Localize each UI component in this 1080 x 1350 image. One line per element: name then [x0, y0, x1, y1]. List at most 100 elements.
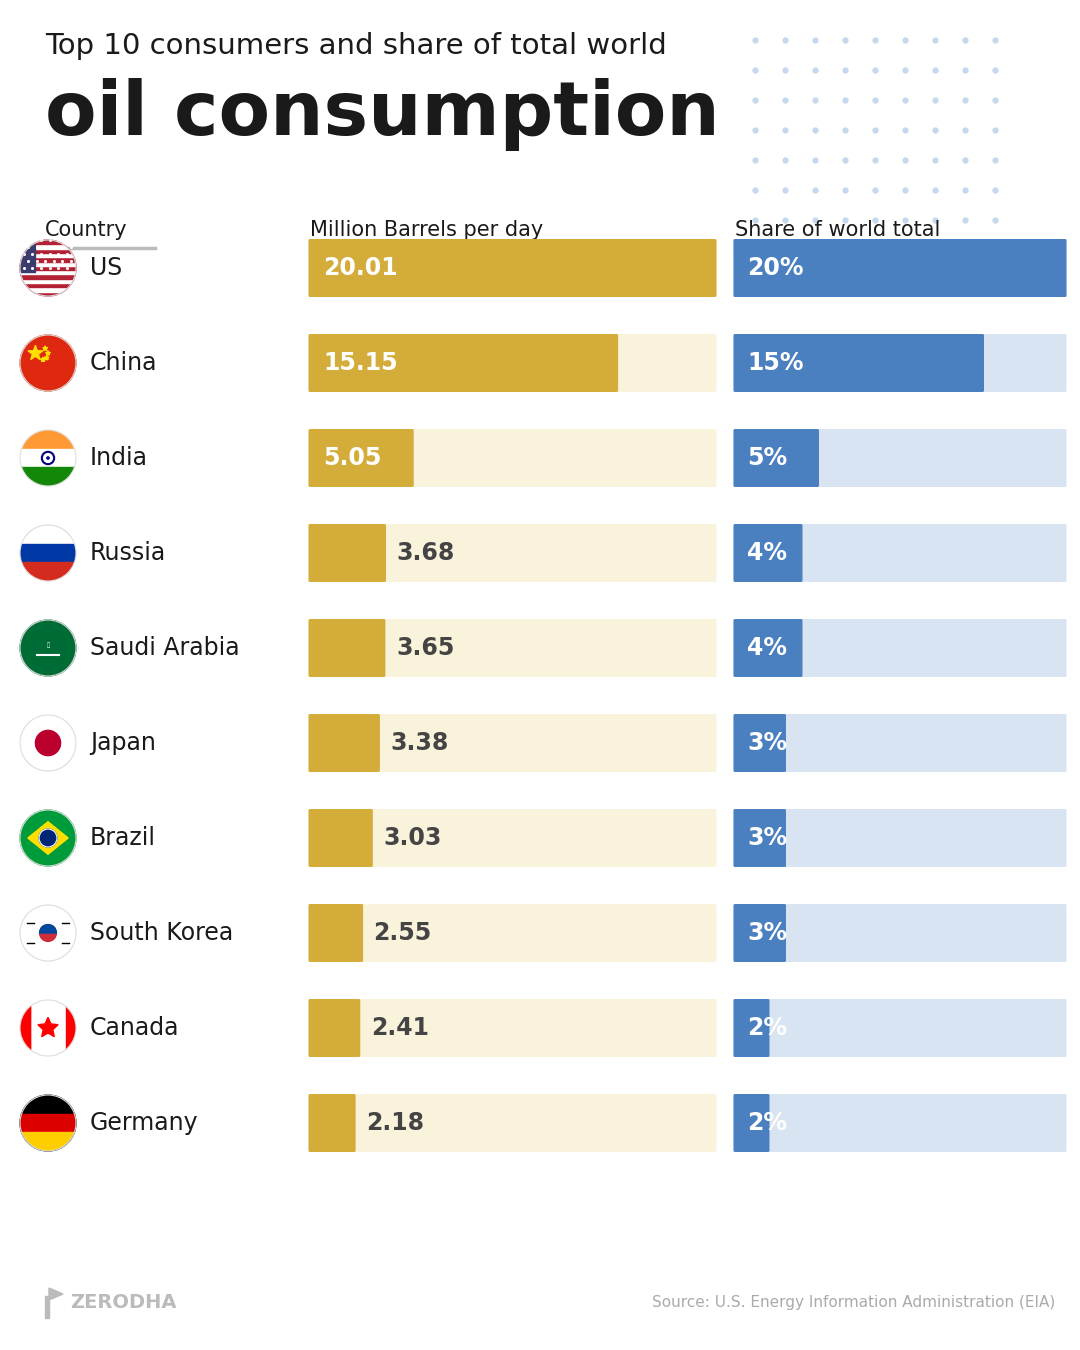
Text: 3%: 3%	[747, 826, 787, 850]
FancyBboxPatch shape	[733, 999, 769, 1057]
Text: Saudi Arabia: Saudi Arabia	[90, 636, 240, 660]
Bar	[21, 278, 76, 283]
Polygon shape	[28, 822, 68, 855]
Polygon shape	[45, 351, 51, 355]
Polygon shape	[41, 358, 45, 362]
Polygon shape	[49, 1288, 63, 1300]
Bar	[21, 544, 76, 563]
FancyBboxPatch shape	[733, 904, 1067, 963]
Bar	[21, 240, 76, 244]
Bar	[21, 248, 76, 252]
Circle shape	[21, 1000, 76, 1056]
Text: 3.68: 3.68	[396, 541, 455, 566]
Text: 3.65: 3.65	[396, 636, 455, 660]
Bar	[21, 270, 76, 274]
FancyBboxPatch shape	[733, 1094, 1067, 1152]
Text: 3.38: 3.38	[390, 730, 449, 755]
Bar	[66, 1000, 76, 1056]
FancyBboxPatch shape	[733, 809, 786, 867]
Bar	[21, 258, 76, 262]
Bar	[21, 292, 76, 296]
FancyBboxPatch shape	[733, 524, 802, 582]
FancyBboxPatch shape	[309, 429, 716, 487]
Bar	[21, 1133, 76, 1152]
Bar	[21, 266, 76, 270]
Text: 20%: 20%	[747, 256, 804, 279]
Bar	[21, 525, 76, 544]
FancyBboxPatch shape	[309, 809, 373, 867]
Polygon shape	[28, 346, 43, 359]
FancyBboxPatch shape	[309, 714, 716, 772]
Bar	[21, 274, 76, 278]
Text: Share of world total: Share of world total	[735, 220, 941, 240]
FancyBboxPatch shape	[733, 999, 1067, 1057]
Circle shape	[21, 904, 76, 961]
FancyBboxPatch shape	[309, 524, 386, 582]
FancyBboxPatch shape	[733, 904, 786, 963]
FancyBboxPatch shape	[733, 429, 819, 487]
FancyBboxPatch shape	[733, 714, 786, 772]
Bar	[21, 262, 76, 266]
Circle shape	[36, 730, 60, 756]
Text: Brazil: Brazil	[90, 826, 156, 850]
FancyBboxPatch shape	[733, 809, 1067, 867]
Bar	[21, 563, 76, 580]
FancyBboxPatch shape	[733, 620, 802, 676]
Text: 4%: 4%	[747, 636, 787, 660]
Text: Million Barrels per day: Million Barrels per day	[310, 220, 543, 240]
FancyBboxPatch shape	[309, 333, 716, 391]
Text: Country: Country	[45, 220, 127, 240]
Text: 2.41: 2.41	[370, 1017, 429, 1040]
Text: Japan: Japan	[90, 730, 156, 755]
FancyBboxPatch shape	[309, 904, 363, 963]
FancyBboxPatch shape	[309, 620, 716, 676]
Wedge shape	[40, 925, 56, 933]
Circle shape	[21, 335, 76, 392]
Text: India: India	[90, 446, 148, 470]
Circle shape	[21, 1095, 76, 1152]
FancyBboxPatch shape	[733, 239, 1067, 297]
Bar	[21, 242, 36, 273]
Text: oil consumption: oil consumption	[45, 78, 719, 151]
Bar	[21, 252, 76, 258]
Text: ZERODHA: ZERODHA	[70, 1293, 176, 1312]
Text: US: US	[90, 256, 122, 279]
Text: 3%: 3%	[747, 730, 787, 755]
FancyBboxPatch shape	[733, 524, 1067, 582]
FancyBboxPatch shape	[309, 1094, 716, 1152]
Bar	[21, 284, 76, 288]
Bar	[21, 1114, 76, 1133]
Circle shape	[46, 456, 49, 459]
Text: Germany: Germany	[90, 1111, 199, 1135]
Bar	[21, 1095, 76, 1114]
FancyBboxPatch shape	[733, 333, 984, 391]
FancyBboxPatch shape	[309, 524, 716, 582]
Text: 5%: 5%	[747, 446, 787, 470]
FancyBboxPatch shape	[733, 714, 1067, 772]
Circle shape	[21, 240, 76, 296]
FancyBboxPatch shape	[309, 1094, 355, 1152]
Bar	[21, 431, 76, 448]
Bar	[21, 1000, 30, 1056]
Text: 20.01: 20.01	[323, 256, 397, 279]
Text: China: China	[90, 351, 158, 375]
Bar	[21, 244, 76, 248]
FancyBboxPatch shape	[309, 904, 716, 963]
Text: 3%: 3%	[747, 921, 787, 945]
FancyBboxPatch shape	[309, 620, 386, 676]
Bar	[21, 448, 76, 467]
Circle shape	[21, 431, 76, 486]
FancyBboxPatch shape	[733, 429, 1067, 487]
FancyBboxPatch shape	[733, 239, 1067, 297]
Circle shape	[40, 925, 56, 941]
Bar	[21, 288, 76, 292]
FancyBboxPatch shape	[309, 239, 716, 297]
Text: 2%: 2%	[747, 1017, 787, 1040]
FancyBboxPatch shape	[309, 809, 716, 867]
Bar	[21, 1000, 30, 1056]
FancyBboxPatch shape	[309, 999, 361, 1057]
Polygon shape	[44, 355, 49, 360]
Circle shape	[39, 829, 57, 846]
FancyBboxPatch shape	[309, 333, 618, 391]
Polygon shape	[38, 1018, 58, 1037]
